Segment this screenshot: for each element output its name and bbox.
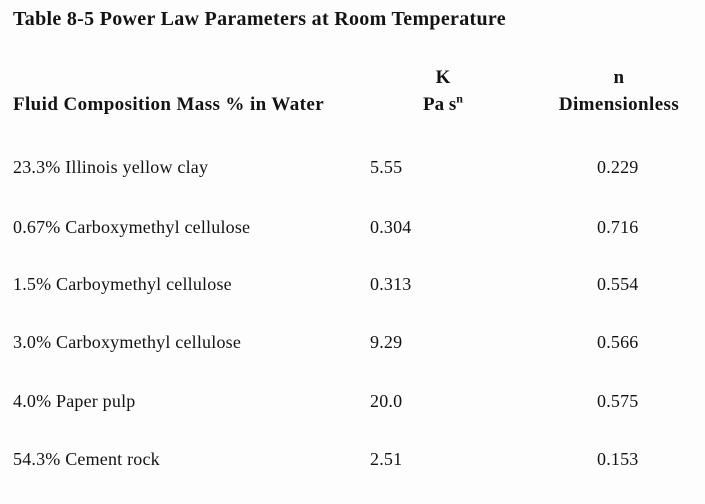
k-value: 5.55	[370, 157, 403, 177]
n-value: 0.153	[597, 449, 639, 469]
column-header-fluid-composition: Fluid Composition Mass % in Water	[13, 94, 325, 115]
k-value: 2.51	[370, 449, 403, 469]
k-units-base: Pa s	[423, 94, 457, 115]
column-header-k: K Pa sn	[381, 64, 505, 118]
fluid-name: 1.5% Carboymethyl cellulose	[13, 274, 232, 294]
column-header-n: n Dimensionless	[538, 64, 700, 118]
n-symbol: n	[613, 67, 625, 88]
n-value: 0.229	[597, 157, 639, 177]
n-value: 0.716	[597, 217, 639, 237]
table-row: 54.3% Cement rock 2.51 0.153	[0, 449, 705, 471]
n-units: Dimensionless	[558, 94, 680, 115]
fluid-name: 23.3% Illinois yellow clay	[13, 157, 209, 177]
k-units-superscript: n	[456, 91, 463, 106]
k-value: 0.304	[370, 217, 412, 237]
k-value: 0.313	[370, 274, 412, 294]
fluid-name: 54.3% Cement rock	[13, 449, 160, 469]
table-row: 1.5% Carboymethyl cellulose 0.313 0.554	[0, 274, 705, 296]
table-title: Table 8-5 Power Law Parameters at Room T…	[13, 8, 506, 30]
table-row: 4.0% Paper pulp 20.0 0.575	[0, 391, 705, 413]
table-row: 3.0% Carboxymethyl cellulose 9.29 0.566	[0, 332, 705, 354]
table-row: 0.67% Carboxymethyl cellulose 0.304 0.71…	[0, 217, 705, 239]
n-value: 0.554	[597, 274, 639, 294]
k-units: Pa sn	[381, 91, 505, 118]
k-value: 9.29	[370, 332, 403, 352]
fluid-name: 4.0% Paper pulp	[13, 391, 136, 411]
fluid-name: 0.67% Carboxymethyl cellulose	[13, 217, 251, 237]
k-symbol: K	[435, 67, 451, 88]
table-row: 23.3% Illinois yellow clay 5.55 0.229	[0, 157, 705, 179]
k-value: 20.0	[370, 391, 403, 411]
fluid-name: 3.0% Carboxymethyl cellulose	[13, 332, 242, 352]
n-value: 0.566	[597, 332, 639, 352]
n-value: 0.575	[597, 391, 639, 411]
